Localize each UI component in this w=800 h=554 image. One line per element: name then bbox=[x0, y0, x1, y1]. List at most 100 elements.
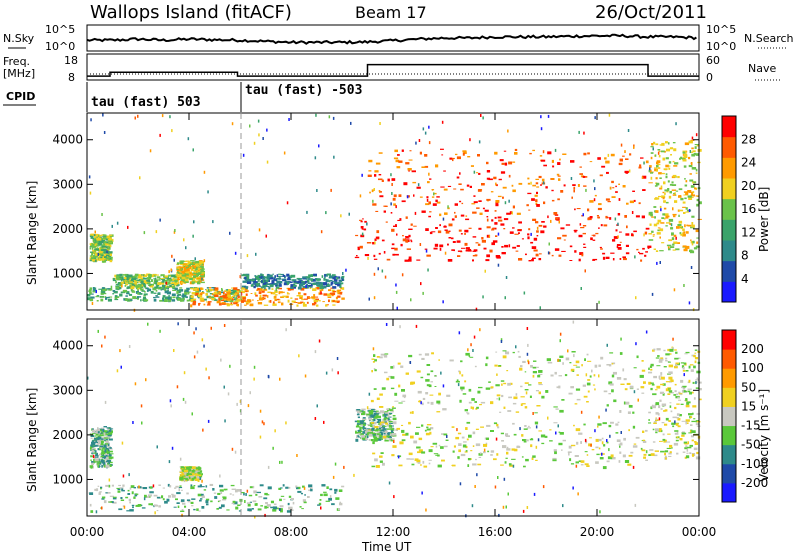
power-cell bbox=[184, 265, 189, 268]
power-cell bbox=[650, 211, 653, 215]
power-cell bbox=[105, 243, 109, 246]
velocity-cell bbox=[273, 503, 277, 506]
power-cell bbox=[341, 297, 345, 300]
velocity-cell bbox=[222, 496, 227, 500]
velocity-cell bbox=[630, 451, 634, 454]
power-cell bbox=[103, 131, 106, 134]
power-cell bbox=[669, 246, 675, 248]
power-cell bbox=[176, 268, 179, 270]
velocity-cell bbox=[552, 458, 557, 462]
velocity-cell bbox=[689, 452, 692, 454]
velocity-cell bbox=[370, 399, 374, 403]
power-cell bbox=[245, 290, 248, 293]
velocity-cell bbox=[629, 385, 634, 389]
velocity-cell bbox=[384, 430, 388, 434]
velocity-cell bbox=[285, 421, 287, 425]
velocity-cell bbox=[356, 409, 361, 411]
velocity-cell bbox=[180, 510, 185, 512]
power-cell bbox=[229, 299, 234, 303]
power-heatmap bbox=[87, 113, 702, 312]
velocity-cell bbox=[90, 432, 93, 435]
velocity-cell bbox=[538, 430, 542, 432]
power-cell bbox=[436, 196, 440, 198]
velocity-cell bbox=[655, 402, 660, 406]
velocity-cell bbox=[366, 428, 371, 430]
velocity-cell bbox=[547, 361, 553, 364]
power-cell bbox=[89, 246, 93, 248]
power-cell bbox=[260, 273, 263, 276]
velocity-cell bbox=[426, 424, 432, 426]
velocity-cell bbox=[168, 460, 171, 464]
velocity-cell bbox=[379, 434, 383, 438]
power-cell bbox=[424, 131, 427, 135]
power-cell bbox=[655, 177, 658, 180]
velocity-cell bbox=[694, 352, 697, 354]
power-cell bbox=[104, 247, 108, 249]
velocity-cell bbox=[249, 391, 251, 395]
velocity-cell bbox=[97, 431, 100, 434]
power-cell bbox=[367, 174, 372, 177]
velocity-cell bbox=[470, 450, 473, 452]
power-cell bbox=[656, 222, 660, 225]
velocity-cell bbox=[542, 485, 545, 489]
velocity-cell bbox=[589, 437, 592, 439]
power-cell bbox=[312, 282, 317, 285]
power-cell bbox=[691, 192, 693, 195]
power-cell bbox=[622, 185, 626, 188]
velocity-cell bbox=[97, 439, 101, 443]
power-cell bbox=[147, 277, 152, 280]
velocity-cell bbox=[390, 366, 394, 369]
velocity-cell bbox=[390, 387, 395, 390]
velocity-cell bbox=[383, 355, 388, 358]
power-cell bbox=[307, 278, 311, 280]
power-cell bbox=[390, 202, 392, 206]
velocity-cell bbox=[669, 348, 674, 352]
velocity-cell bbox=[687, 390, 691, 393]
power-cell bbox=[161, 284, 164, 288]
power-cell bbox=[126, 293, 130, 295]
velocity-cell bbox=[234, 450, 237, 454]
power-cell bbox=[692, 240, 695, 244]
power-cell bbox=[171, 129, 173, 133]
velocity-cell bbox=[645, 429, 648, 432]
velocity-cell bbox=[96, 463, 100, 465]
velocity-cell bbox=[693, 365, 696, 369]
power-cell bbox=[467, 249, 472, 252]
velocity-cell bbox=[552, 457, 557, 460]
velocity-cell bbox=[381, 411, 385, 414]
power-cell bbox=[364, 254, 370, 257]
velocity-cell bbox=[662, 393, 665, 396]
velocity-cell bbox=[535, 445, 538, 449]
power-cell bbox=[150, 285, 154, 287]
power-cell bbox=[635, 296, 637, 300]
power-cell bbox=[193, 265, 197, 269]
power-cell bbox=[659, 250, 664, 252]
velocity-cell bbox=[356, 413, 360, 416]
power-cell bbox=[452, 158, 454, 162]
power-cell bbox=[501, 252, 506, 255]
power-cell bbox=[649, 223, 652, 226]
velocity-cell bbox=[523, 439, 527, 443]
power-cell bbox=[114, 296, 118, 300]
velocity-cell bbox=[169, 399, 172, 403]
power-cell bbox=[257, 302, 263, 305]
velocity-cell bbox=[194, 473, 199, 476]
velocity-cell bbox=[145, 378, 147, 382]
power-cell bbox=[279, 275, 284, 277]
velocity-cell bbox=[240, 492, 245, 494]
velocity-cell bbox=[376, 397, 380, 400]
velocity-cell bbox=[538, 370, 543, 373]
velocity-cell bbox=[279, 487, 283, 489]
power-cell bbox=[514, 152, 518, 155]
power-cell bbox=[257, 280, 260, 282]
velocity-cell bbox=[177, 322, 179, 326]
velocity-cell bbox=[100, 442, 104, 445]
velocity-cell bbox=[196, 475, 200, 479]
power-cell bbox=[652, 234, 655, 236]
power-cell bbox=[302, 302, 306, 305]
power-cell bbox=[323, 293, 328, 296]
velocity-cell bbox=[179, 470, 181, 472]
power-cell bbox=[185, 260, 190, 262]
power-cell bbox=[465, 218, 470, 221]
velocity-cell bbox=[648, 381, 652, 385]
